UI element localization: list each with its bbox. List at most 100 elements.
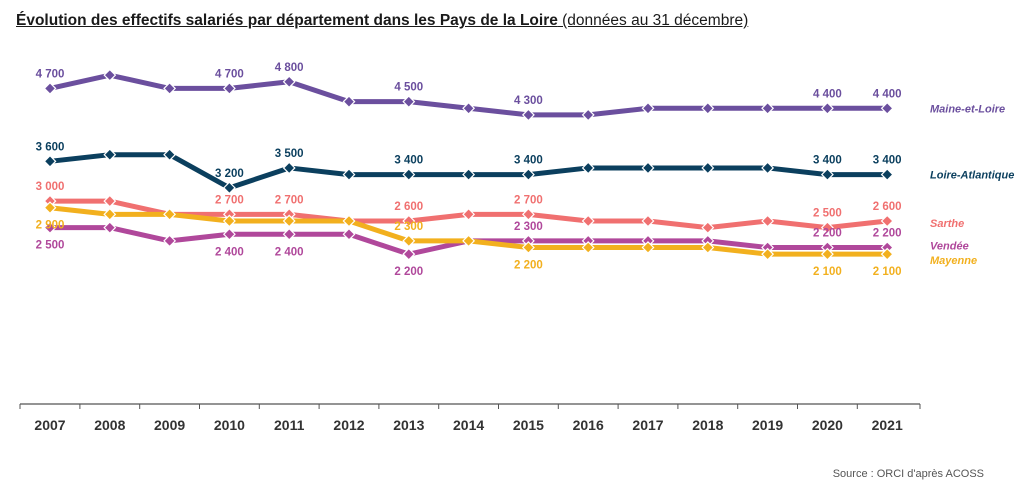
data-point-marker <box>43 154 57 168</box>
data-label: 2 300 <box>514 221 543 233</box>
data-label: 2 400 <box>215 246 244 258</box>
x-tick-label: 2013 <box>393 417 424 433</box>
x-tick-label: 2010 <box>214 417 245 433</box>
x-axis: 2007 2008 2009 2010 2011 2012 2013 2014 2015 2016… <box>19 403 921 433</box>
x-tick-label: 2018 <box>692 417 723 433</box>
data-label: 4 300 <box>514 95 543 107</box>
x-tick-label: 2016 <box>573 417 604 433</box>
data-point-marker <box>820 221 834 235</box>
data-point-marker <box>641 214 655 228</box>
data-point-marker <box>43 81 57 95</box>
data-label: 4 500 <box>394 82 423 94</box>
data-point-marker <box>581 108 595 122</box>
data-point-marker <box>462 234 476 248</box>
data-point-marker <box>880 214 894 228</box>
data-point-marker <box>342 214 356 228</box>
series-name-label: Mayenne <box>930 255 977 267</box>
data-point-marker <box>222 181 236 195</box>
data-label: 3 400 <box>813 155 842 167</box>
data-point-marker <box>880 168 894 182</box>
data-point-marker <box>402 214 416 228</box>
x-tick-label: 2008 <box>94 417 125 433</box>
data-point-marker <box>521 207 535 221</box>
data-point-marker <box>641 161 655 175</box>
data-point-marker <box>820 168 834 182</box>
data-label: 3 000 <box>36 181 65 193</box>
data-point-marker <box>701 101 715 115</box>
series-1 <box>43 148 894 195</box>
data-label: 2 900 <box>36 220 65 232</box>
data-point-marker <box>282 161 296 175</box>
x-tick-label: 2007 <box>34 417 65 433</box>
data-label: 3 400 <box>873 155 902 167</box>
data-point-marker <box>103 194 117 208</box>
chart-title: Évolution des effectifs salariés par dép… <box>16 12 748 30</box>
data-label: 3 400 <box>514 155 543 167</box>
data-point-marker <box>163 81 177 95</box>
data-point-marker <box>222 81 236 95</box>
data-point-marker <box>701 221 715 235</box>
data-label: 4 700 <box>36 68 65 80</box>
data-point-marker <box>163 148 177 162</box>
data-label: 2 200 <box>394 266 423 278</box>
x-tick-label: 2011 <box>274 417 305 433</box>
data-point-marker <box>222 227 236 241</box>
data-label: 2 300 <box>394 221 423 233</box>
data-label: 4 700 <box>215 68 244 80</box>
data-point-marker <box>761 161 775 175</box>
data-point-marker <box>103 68 117 82</box>
data-labels: 4 700 4 700 4 800 4 500 4 300 4 400 4 400 3 600… <box>36 62 902 278</box>
data-point-marker <box>581 161 595 175</box>
x-tick-label: 2012 <box>333 417 364 433</box>
data-label: 2 100 <box>813 266 842 278</box>
data-label: 2 500 <box>36 240 65 252</box>
series-0 <box>43 68 894 122</box>
data-point-marker <box>282 227 296 241</box>
data-point-marker <box>402 95 416 109</box>
data-label: 2 200 <box>873 228 902 240</box>
data-point-marker <box>521 108 535 122</box>
data-label: 2 600 <box>873 201 902 213</box>
data-point-marker <box>701 241 715 254</box>
data-point-marker <box>342 227 356 241</box>
x-tick-label: 2021 <box>872 417 903 433</box>
data-point-marker <box>342 95 356 109</box>
series-name-label: Sarthe <box>930 218 964 230</box>
data-point-marker <box>581 214 595 228</box>
data-point-marker <box>402 247 416 261</box>
series-lines <box>43 68 894 261</box>
data-label: 3 400 <box>394 155 423 167</box>
data-point-marker <box>701 161 715 175</box>
data-point-marker <box>402 234 416 248</box>
data-label: 2 400 <box>275 246 304 258</box>
data-label: 4 800 <box>275 62 304 74</box>
data-point-marker <box>462 101 476 115</box>
data-label: 2 100 <box>873 266 902 278</box>
data-label: 4 400 <box>873 88 902 100</box>
series-name-label: Vendée <box>930 241 969 253</box>
data-point-marker <box>880 247 894 261</box>
data-point-marker <box>521 241 535 254</box>
x-tick-label: 2014 <box>453 417 484 433</box>
data-point-marker <box>581 241 595 254</box>
data-point-marker <box>43 221 57 235</box>
data-point-marker <box>282 214 296 228</box>
data-point-marker <box>641 241 655 254</box>
data-point-marker <box>761 101 775 115</box>
data-label: 2 700 <box>275 194 304 206</box>
data-point-marker <box>820 101 834 115</box>
data-point-marker <box>462 168 476 182</box>
data-point-marker <box>163 234 177 248</box>
data-label: 2 200 <box>514 260 543 272</box>
data-label: 2 200 <box>813 228 842 240</box>
data-point-marker <box>402 168 416 182</box>
data-point-marker <box>641 101 655 115</box>
data-point-marker <box>103 221 117 235</box>
data-point-marker <box>521 168 535 182</box>
series-name-label: Maine-et-Loire <box>930 103 1005 115</box>
data-label: 3 200 <box>215 168 244 180</box>
data-point-marker <box>282 75 296 89</box>
series-name-label: Loire-Atlantique <box>930 170 1014 182</box>
data-point-marker <box>43 201 57 215</box>
